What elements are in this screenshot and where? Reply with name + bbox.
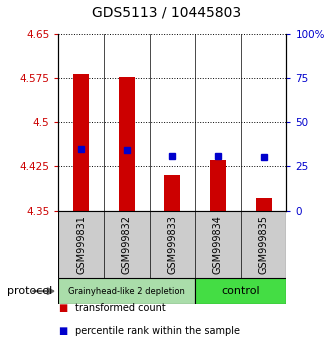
Text: ■: ■ [58, 303, 68, 313]
Bar [119, 77, 135, 211]
Text: GSM999835: GSM999835 [258, 215, 269, 274]
Bar [195, 278, 286, 304]
Bar [256, 198, 271, 211]
Bar [210, 160, 226, 211]
Text: ■: ■ [58, 326, 68, 336]
Text: Grainyhead-like 2 depletion: Grainyhead-like 2 depletion [68, 287, 185, 296]
Bar [165, 175, 180, 211]
Text: GDS5113 / 10445803: GDS5113 / 10445803 [92, 5, 241, 19]
Text: GSM999834: GSM999834 [213, 215, 223, 274]
Bar [58, 278, 195, 304]
Text: control: control [221, 286, 260, 296]
Text: protocol: protocol [7, 286, 52, 296]
Bar [73, 74, 89, 211]
Text: transformed count: transformed count [75, 303, 166, 313]
Text: GSM999832: GSM999832 [122, 215, 132, 274]
Text: GSM999833: GSM999833 [167, 215, 177, 274]
Text: GSM999831: GSM999831 [76, 215, 86, 274]
Text: percentile rank within the sample: percentile rank within the sample [75, 326, 240, 336]
